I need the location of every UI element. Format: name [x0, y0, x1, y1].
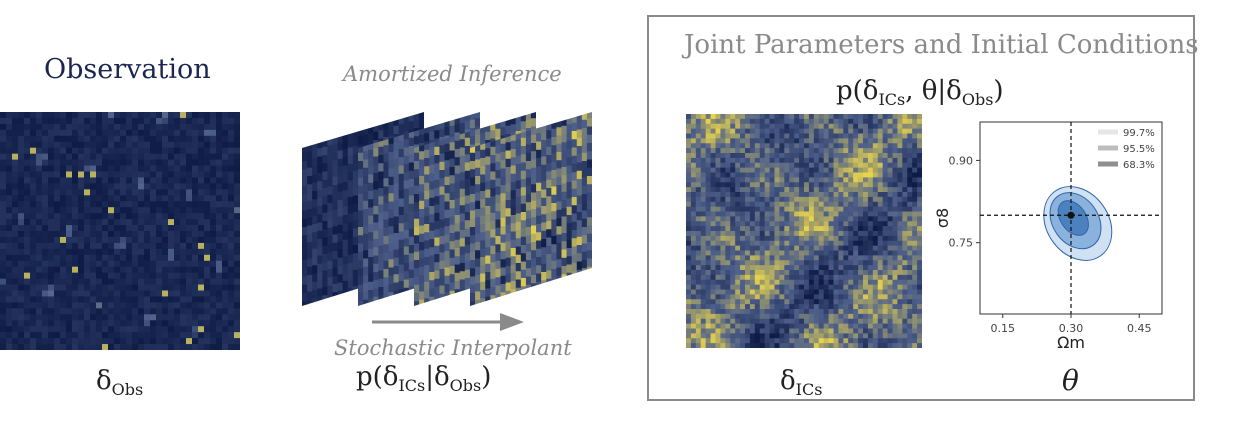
ics-label-sub: ICs [795, 380, 823, 400]
x-tick-label: 0.15 [991, 322, 1016, 335]
formula-sub: Obs [449, 376, 482, 396]
legend-entry: 99.7% [1123, 128, 1155, 139]
formula-part: |δ [425, 362, 450, 392]
y-axis-label: σ8 [933, 208, 952, 228]
contour-68.3pct [1057, 200, 1089, 236]
observation-label-sub: Obs [111, 380, 144, 400]
y-tick-label: 0.90 [949, 154, 974, 167]
joint-title: Joint Parameters and Initial Conditions [684, 30, 1199, 60]
joint-panel [647, 15, 1195, 401]
formula-part: p(δ [356, 362, 399, 392]
formula-part: ) [481, 362, 492, 392]
formula-sub: ICs [398, 376, 426, 396]
ics-label: δICs [780, 366, 822, 399]
formula-sub: Obs [961, 90, 994, 110]
interpolant-label: Stochastic Interpolant [334, 336, 572, 360]
ics-label-base: δ [780, 366, 796, 396]
amortized-formula: p(δICs|δObs) [356, 362, 491, 395]
observation-title: Observation [44, 54, 211, 85]
truth-point [1067, 211, 1075, 219]
theta-label: θ [1062, 364, 1079, 397]
amortized-title: Amortized Inference [343, 62, 562, 86]
ics-map [686, 114, 922, 348]
observation-label-base: δ [96, 366, 112, 396]
interpolant-arrow [372, 313, 524, 331]
y-tick-label: 0.75 [949, 237, 974, 250]
stacked-slices [302, 112, 592, 306]
x-tick-label: 0.45 [1127, 322, 1152, 335]
posterior-chart: 0.15 0.30 0.450.750.90 99.7%95.5%68.3% Ωm … [933, 121, 1163, 352]
formula-sub: ICs [878, 90, 906, 110]
joint-formula: p(δICs, θ|δObs) [836, 76, 1004, 109]
formula-part: , θ|δ [905, 76, 962, 106]
formula-part: p(δ [836, 76, 879, 106]
x-tick-label: 0.30 [1059, 322, 1084, 335]
observation-label: δObs [96, 366, 143, 399]
legend-entry: 68.3% [1123, 160, 1155, 171]
legend-entry: 95.5% [1123, 144, 1155, 155]
observation-map [0, 112, 240, 350]
x-axis-label: Ωm [1057, 333, 1085, 352]
formula-part: ) [993, 76, 1004, 106]
